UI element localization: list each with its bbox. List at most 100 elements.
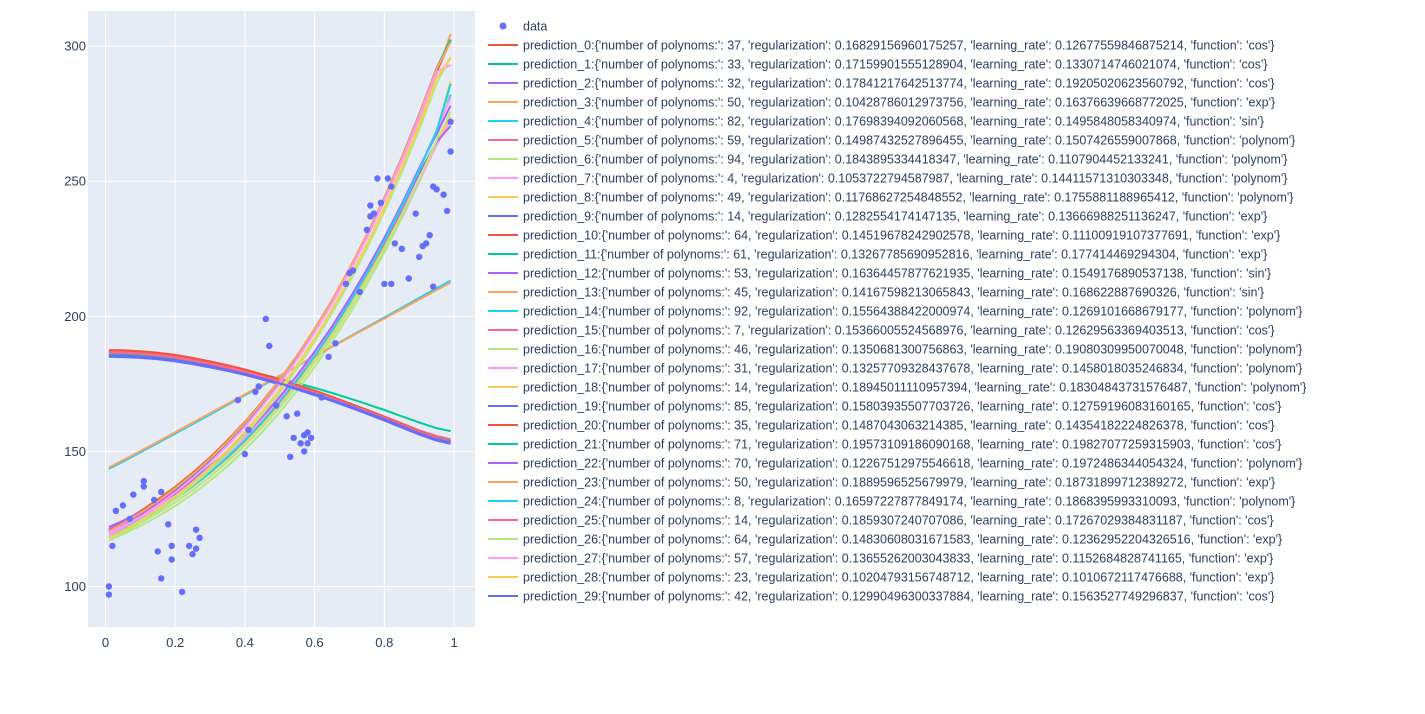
prediction-line-29	[108, 354, 451, 444]
legend-item-prediction-16[interactable]: prediction_16:{'number of polynoms:': 46…	[488, 343, 1302, 357]
legend-item-prediction-8[interactable]: prediction_8:{'number of polynoms:': 49,…	[488, 191, 1293, 205]
data-point	[192, 526, 200, 533]
data-point	[301, 448, 308, 455]
legend-item-prediction-1[interactable]: prediction_1:{'number of polynoms:': 33,…	[488, 58, 1268, 72]
legend-label: prediction_9:{'number of polynoms:': 14,…	[523, 210, 1267, 224]
legend-item-prediction-6[interactable]: prediction_6:{'number of polynoms:': 94,…	[488, 153, 1287, 167]
legend-item-prediction-14[interactable]: prediction_14:{'number of polynoms:': 92…	[488, 305, 1302, 319]
data-point	[430, 283, 437, 290]
legend-label: prediction_12:{'number of polynoms:': 53…	[523, 267, 1271, 281]
legend-item-prediction-24[interactable]: prediction_24:{'number of polynoms:': 8,…	[488, 495, 1295, 509]
legend-item-prediction-26[interactable]: prediction_26:{'number of polynoms:': 64…	[488, 533, 1282, 547]
x-tick-label: 1	[450, 635, 457, 650]
data-point	[255, 383, 262, 390]
data-point	[412, 210, 419, 217]
data-point	[443, 207, 451, 215]
x-tick-label: 0.6	[306, 635, 324, 650]
legend-item-prediction-3[interactable]: prediction_3:{'number of polynoms:': 50,…	[488, 96, 1275, 110]
data-point	[318, 394, 325, 401]
plot-background	[88, 11, 475, 627]
legend-item-prediction-7[interactable]: prediction_7:{'number of polynoms:': 4, …	[488, 172, 1287, 186]
legend-item-prediction-4[interactable]: prediction_4:{'number of polynoms:': 82,…	[488, 115, 1264, 129]
prediction-line-26	[108, 56, 452, 542]
y-axis-ticks: 100 150 200 250 300	[64, 39, 86, 594]
data-point	[370, 210, 378, 217]
legend-item-prediction-5[interactable]: prediction_5:{'number of polynoms:': 59,…	[488, 134, 1295, 148]
legend-item-prediction-20[interactable]: prediction_20:{'number of polynoms:': 35…	[488, 419, 1275, 433]
x-tick-label: 0.8	[375, 635, 393, 650]
data-point	[266, 342, 273, 350]
data-point	[185, 542, 193, 550]
legend-item-prediction-13[interactable]: prediction_13:{'number of polynoms:': 45…	[488, 286, 1264, 300]
x-tick-label: 0	[102, 635, 109, 650]
data-point	[294, 410, 301, 417]
data-point	[440, 191, 447, 198]
legend-label: prediction_23:{'number of polynoms:': 50…	[523, 476, 1275, 490]
data-point	[307, 434, 315, 442]
legend-label: prediction_26:{'number of polynoms:': 64…	[523, 533, 1282, 547]
data-point	[112, 507, 120, 514]
legend-item-prediction-17[interactable]: prediction_17:{'number of polynoms:': 31…	[488, 362, 1302, 376]
data-point	[342, 280, 350, 288]
legend-label: prediction_11:{'number of polynoms:': 61…	[523, 248, 1267, 262]
data-point	[158, 488, 165, 496]
legend-label: prediction_25:{'number of polynoms:': 14…	[523, 514, 1274, 528]
data-point	[388, 183, 395, 190]
legend-item-prediction-22[interactable]: prediction_22:{'number of polynoms:': 70…	[488, 457, 1302, 471]
prediction-line-22	[108, 105, 452, 528]
legend-item-prediction-10[interactable]: prediction_10:{'number of polynoms:': 64…	[488, 229, 1280, 243]
data-point	[447, 118, 454, 126]
data-point	[332, 340, 339, 347]
legend-item-prediction-21[interactable]: prediction_21:{'number of polynoms:': 71…	[488, 438, 1281, 452]
legend-item-prediction-19[interactable]: prediction_19:{'number of polynoms:': 85…	[488, 400, 1281, 414]
data-point	[126, 515, 133, 523]
data-point	[140, 483, 147, 490]
legend-item-prediction-29[interactable]: prediction_29:{'number of polynoms:': 42…	[488, 590, 1275, 604]
legend-item-prediction-2[interactable]: prediction_2:{'number of polynoms:': 32,…	[488, 77, 1275, 91]
data-point	[367, 202, 374, 209]
legend-label: prediction_24:{'number of polynoms:': 8,…	[523, 495, 1295, 509]
legend-item-prediction-28[interactable]: prediction_28:{'number of polynoms:': 23…	[488, 571, 1274, 585]
data-point	[151, 496, 158, 504]
data-point	[447, 148, 454, 155]
legend-label: prediction_14:{'number of polynoms:': 92…	[523, 305, 1302, 319]
data-point	[381, 280, 388, 288]
legend-item-prediction-23[interactable]: prediction_23:{'number of polynoms:': 50…	[488, 476, 1275, 490]
data-point	[398, 245, 405, 252]
legend-label: prediction_5:{'number of polynoms:': 59,…	[523, 134, 1295, 148]
legend-label: prediction_0:{'number of polynoms:': 37,…	[523, 39, 1275, 53]
legend-item-prediction-18[interactable]: prediction_18:{'number of polynoms:': 14…	[488, 381, 1306, 395]
data-point	[356, 288, 364, 296]
prediction-line-28	[108, 57, 452, 539]
legend-item-prediction-0[interactable]: prediction_0:{'number of polynoms:': 37,…	[488, 39, 1275, 53]
data-point	[416, 253, 423, 261]
data-point	[241, 450, 249, 458]
legend-item-prediction-27[interactable]: prediction_27:{'number of polynoms:': 57…	[488, 552, 1273, 566]
legend-item-data[interactable]: data	[499, 20, 548, 34]
legend-label: prediction_4:{'number of polynoms:': 82,…	[523, 115, 1264, 129]
data-point	[363, 226, 371, 233]
legend-item-prediction-15[interactable]: prediction_15:{'number of polynoms:': 7,…	[488, 324, 1275, 338]
data-point	[297, 440, 304, 447]
legend-label: prediction_28:{'number of polynoms:': 23…	[523, 571, 1274, 585]
legend[interactable]: data prediction_0:{'number of polynoms:':…	[488, 20, 1306, 604]
data-point	[287, 453, 294, 460]
legend-item-prediction-12[interactable]: prediction_12:{'number of polynoms:': 53…	[488, 267, 1271, 281]
legend-label: prediction_18:{'number of polynoms:': 14…	[523, 381, 1306, 395]
data-point	[349, 267, 357, 274]
legend-marker	[499, 22, 507, 30]
data-point	[234, 396, 242, 404]
legend-item-prediction-11[interactable]: prediction_11:{'number of polynoms:': 61…	[488, 248, 1267, 262]
legend-item-prediction-25[interactable]: prediction_25:{'number of polynoms:': 14…	[488, 514, 1274, 528]
data-points	[105, 118, 454, 598]
prediction-lines	[108, 33, 452, 542]
prediction-line-16	[108, 83, 452, 539]
legend-item-prediction-9[interactable]: prediction_9:{'number of polynoms:': 14,…	[488, 210, 1267, 224]
data-point	[283, 413, 290, 420]
data-point	[140, 477, 147, 485]
y-tick-label: 150	[64, 444, 86, 459]
prediction-line-24	[108, 83, 452, 537]
legend-label: prediction_29:{'number of polynoms:': 42…	[523, 590, 1275, 604]
x-tick-label: 0.4	[236, 635, 254, 650]
